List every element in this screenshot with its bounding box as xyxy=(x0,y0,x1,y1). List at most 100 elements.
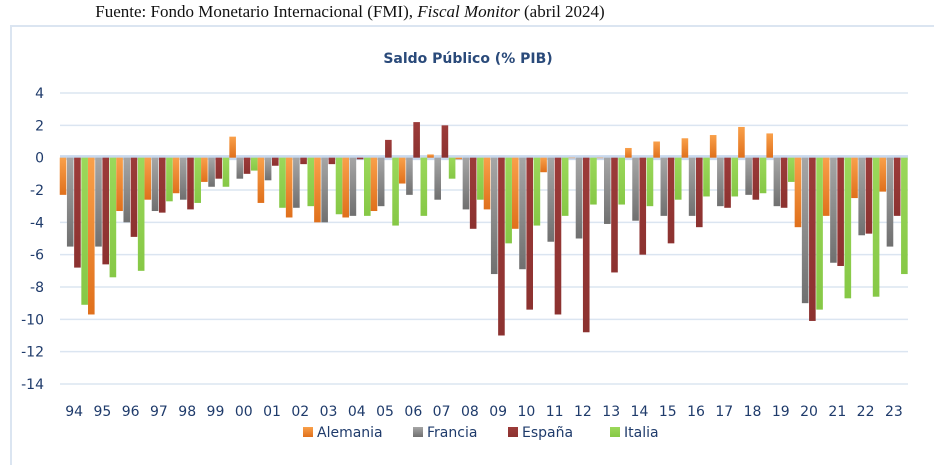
x-tick-label: 05 xyxy=(376,404,394,420)
bar-españa-12 xyxy=(582,157,590,333)
x-tick-label: 04 xyxy=(348,404,366,420)
x-tick-label: 15 xyxy=(659,404,677,420)
bar-españa-15 xyxy=(667,157,675,244)
bar-francia-03 xyxy=(321,157,328,223)
bar-españa-17 xyxy=(724,157,731,208)
bar-italia-19 xyxy=(788,157,795,182)
bar-españa-20 xyxy=(809,157,816,321)
x-tick-label: 94 xyxy=(65,404,83,420)
bar-alemania-21 xyxy=(822,157,830,216)
bar-italia-01 xyxy=(279,157,286,208)
bars xyxy=(59,122,908,336)
bar-españa-99 xyxy=(215,157,223,179)
bar-francia-05 xyxy=(377,157,385,207)
legend-item-alemania: Alemania xyxy=(303,425,383,441)
bar-italia-07 xyxy=(448,157,456,179)
source-note: Fuente: Fondo Monetario Internacional (F… xyxy=(0,2,700,22)
bar-italia-10 xyxy=(533,157,541,226)
bar-francia-99 xyxy=(208,157,215,187)
bar-italia-02 xyxy=(307,157,315,207)
chart: Saldo Público (% PIB) 420-2-4-6-8-10-12-… xyxy=(21,51,908,441)
legend-label: España xyxy=(522,425,573,441)
bar-francia-01 xyxy=(264,157,272,181)
bar-italia-98 xyxy=(194,157,201,203)
bar-francia-09 xyxy=(490,157,498,275)
legend-item-españa: España xyxy=(508,425,573,441)
x-tick-label: 96 xyxy=(122,404,140,420)
bar-italia-97 xyxy=(166,157,173,202)
x-tick-label: 18 xyxy=(744,404,762,420)
bar-españa-94 xyxy=(74,157,81,268)
bar-italia-94 xyxy=(81,157,88,305)
y-tick-label: -2 xyxy=(30,183,44,199)
x-tick-label: 00 xyxy=(235,404,253,420)
bar-alemania-12 xyxy=(568,157,576,159)
bar-francia-20 xyxy=(801,157,809,304)
bar-italia-96 xyxy=(137,157,145,271)
bar-francia-23 xyxy=(886,157,894,247)
bar-francia-17 xyxy=(717,157,724,207)
bar-italia-95 xyxy=(109,157,117,278)
x-tick-label: 03 xyxy=(320,404,338,420)
legend-item-francia: Francia xyxy=(413,425,477,441)
x-tick-label: 09 xyxy=(489,404,507,420)
y-tick-label: -14 xyxy=(21,377,44,393)
bar-alemania-15 xyxy=(653,141,660,158)
bar-españa-18 xyxy=(752,157,760,200)
bar-alemania-95 xyxy=(88,157,95,315)
x-tick-label: 99 xyxy=(207,404,225,420)
bar-italia-08 xyxy=(477,157,484,200)
bar-alemania-07 xyxy=(427,154,434,158)
bar-italia-21 xyxy=(844,157,852,299)
legend-item-italia: Italia xyxy=(610,425,659,441)
bar-italia-22 xyxy=(872,157,880,297)
bar-españa-95 xyxy=(102,157,109,265)
bar-alemania-03 xyxy=(314,157,321,223)
bar-italia-23 xyxy=(901,157,908,275)
bar-españa-21 xyxy=(837,157,844,266)
x-tick-label: 21 xyxy=(828,404,846,420)
bar-italia-00 xyxy=(250,157,258,171)
legend-swatch xyxy=(508,427,518,437)
bar-alemania-20 xyxy=(794,157,802,228)
bar-alemania-22 xyxy=(851,157,858,199)
y-tick-label: 0 xyxy=(35,151,44,167)
x-tick-label: 19 xyxy=(772,404,790,420)
bar-alemania-97 xyxy=(144,157,152,200)
y-tick-label: -6 xyxy=(30,248,44,264)
bar-alemania-06 xyxy=(398,157,406,184)
x-tick-label: 97 xyxy=(150,404,168,420)
x-tick-label: 02 xyxy=(291,404,309,420)
bar-italia-06 xyxy=(420,157,428,216)
bar-italia-18 xyxy=(759,157,767,194)
x-tick-label: 95 xyxy=(93,404,111,420)
bar-españa-22 xyxy=(865,157,873,234)
bar-italia-03 xyxy=(335,157,343,215)
legend-swatch xyxy=(610,427,620,437)
bar-alemania-04 xyxy=(342,157,349,218)
bar-españa-19 xyxy=(780,157,788,208)
bar-alemania-23 xyxy=(879,157,887,192)
bar-italia-04 xyxy=(364,157,371,216)
bar-alemania-13 xyxy=(596,157,604,159)
y-tick-label: -12 xyxy=(21,345,44,361)
bar-francia-21 xyxy=(830,157,837,263)
bar-francia-15 xyxy=(660,157,668,216)
bar-francia-98 xyxy=(180,157,187,200)
y-tick-label: 2 xyxy=(35,118,44,134)
bar-italia-99 xyxy=(222,157,230,187)
gridlines xyxy=(60,92,908,385)
x-tick-label: 12 xyxy=(574,404,592,420)
bar-francia-22 xyxy=(858,157,865,236)
bar-alemania-10 xyxy=(512,157,519,229)
bar-españa-11 xyxy=(554,157,562,315)
bar-españa-04 xyxy=(356,157,364,160)
bar-españa-97 xyxy=(158,157,166,213)
bar-francia-19 xyxy=(773,157,781,207)
bar-francia-14 xyxy=(632,157,639,221)
bar-alemania-18 xyxy=(738,126,745,158)
y-tick-label: -10 xyxy=(21,312,44,328)
bar-italia-16 xyxy=(703,157,710,197)
bar-francia-11 xyxy=(547,157,555,242)
bar-italia-14 xyxy=(646,157,654,207)
